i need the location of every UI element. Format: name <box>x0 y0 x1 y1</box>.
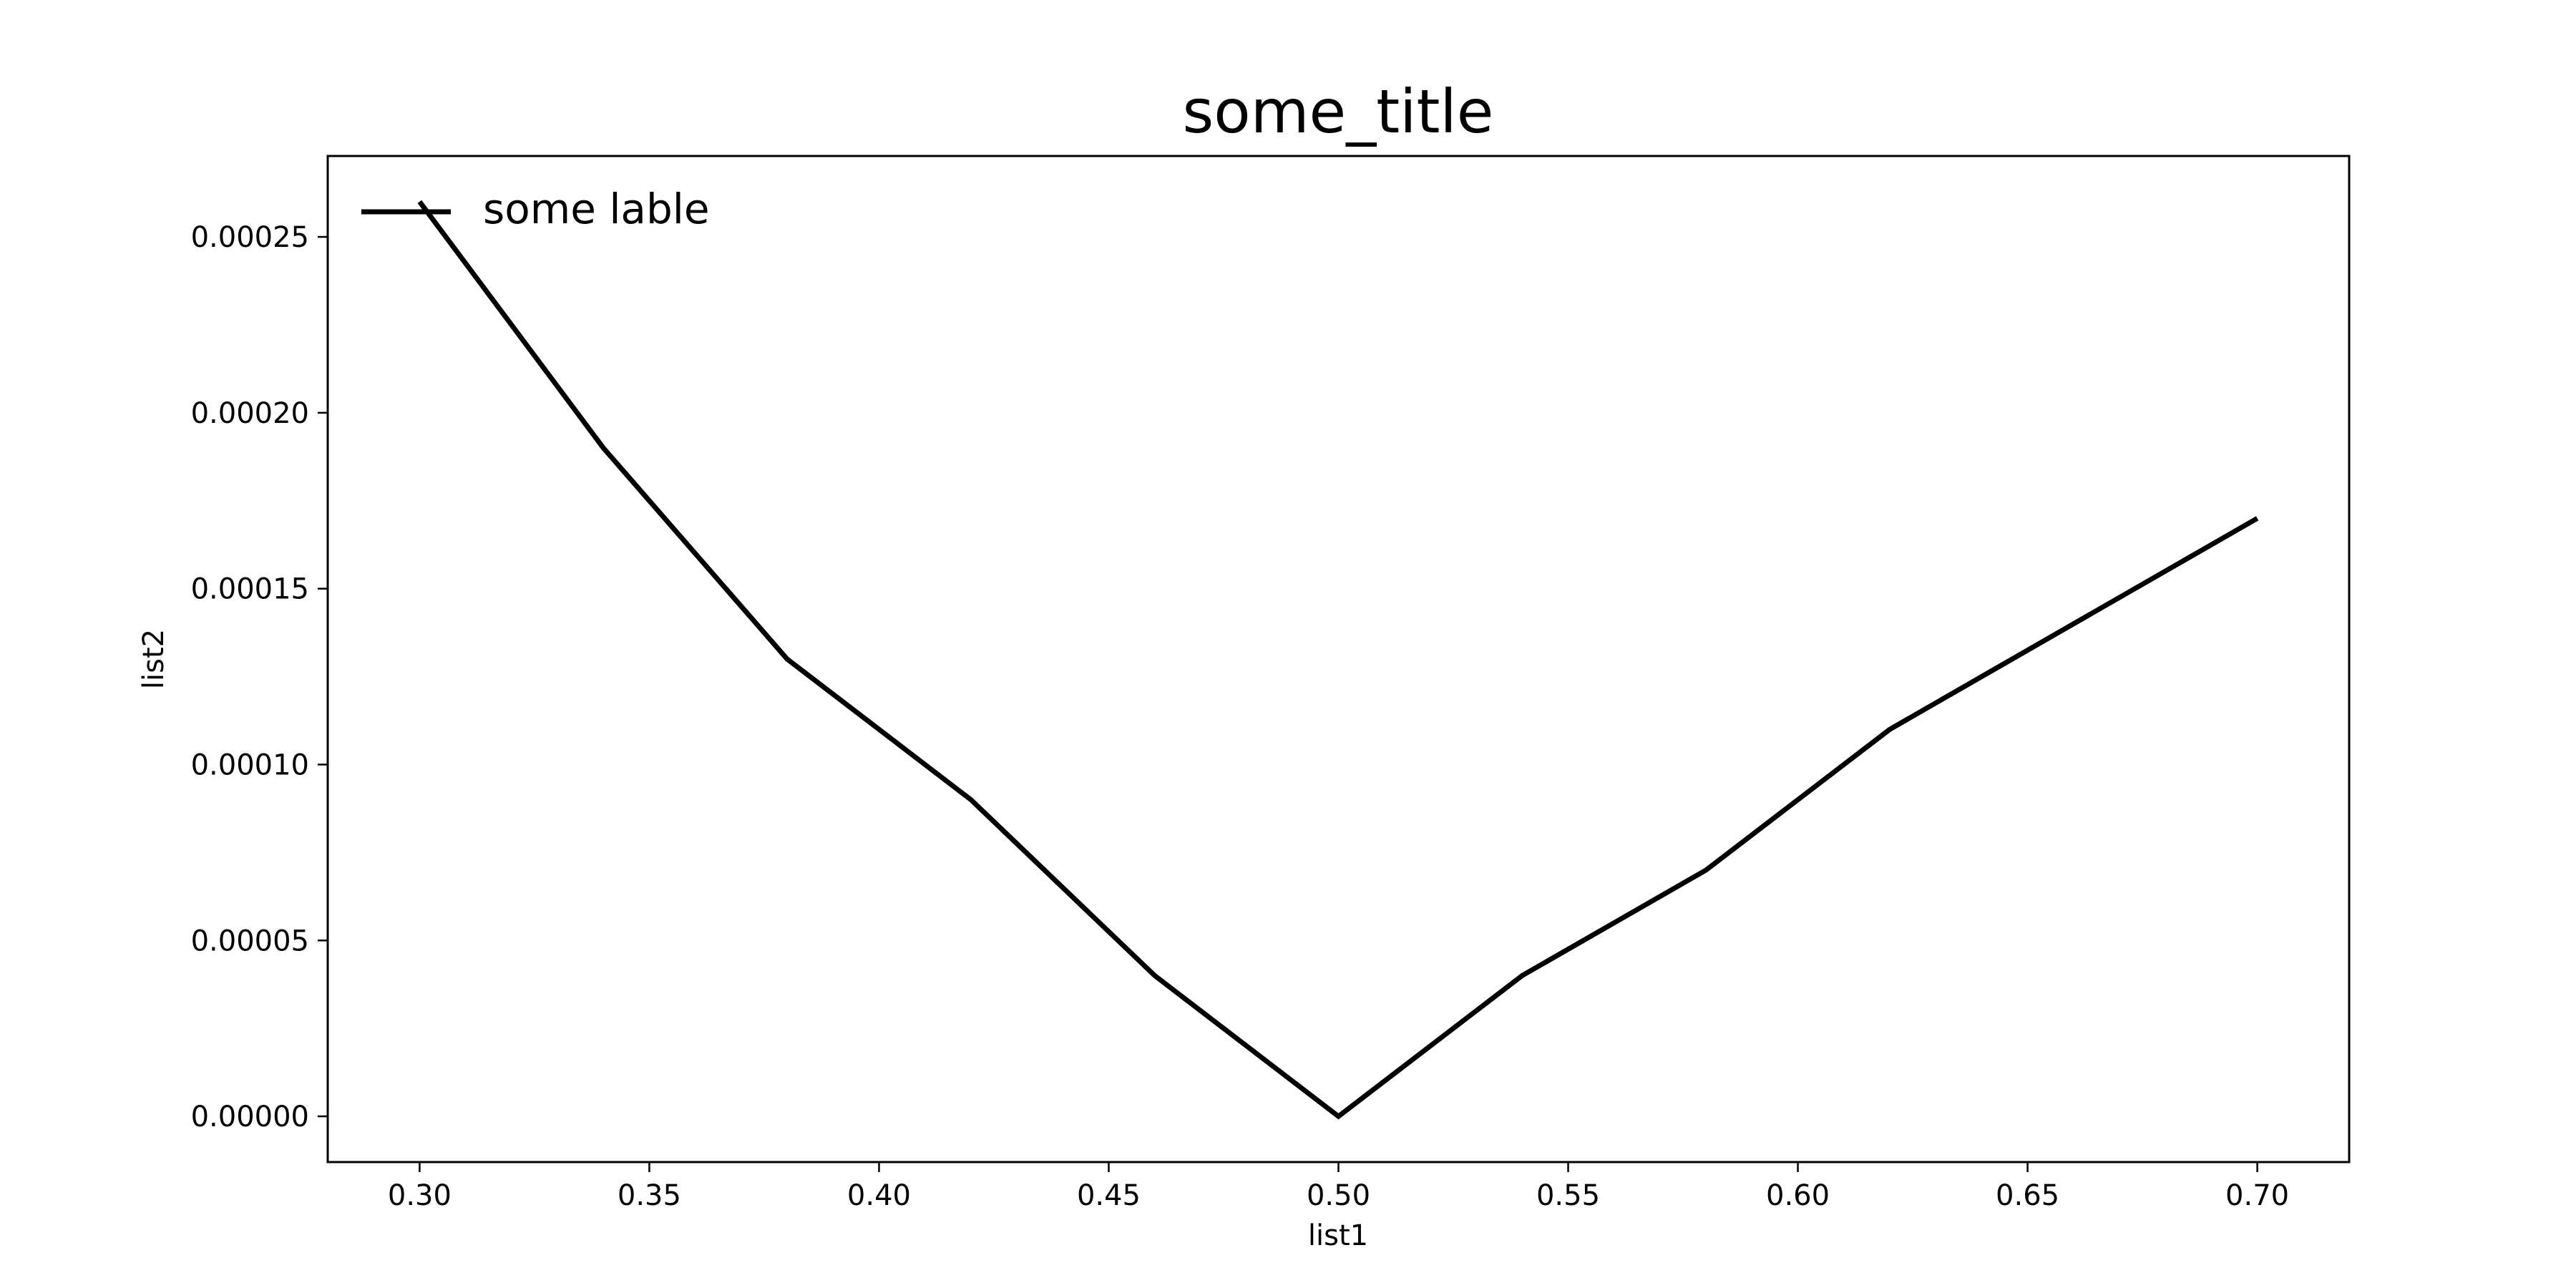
legend: some lable <box>361 185 710 233</box>
chart-title: some_title <box>1183 77 1494 147</box>
series-group <box>417 200 2259 1120</box>
legend-label: some lable <box>483 185 710 233</box>
x-tick-label: 0.70 <box>2225 1179 2289 1212</box>
y-tick-label: 0.00000 <box>191 1101 309 1133</box>
x-tick-label: 0.35 <box>618 1179 681 1212</box>
x-tick-label: 0.45 <box>1077 1179 1141 1212</box>
y-tick-label: 0.00020 <box>191 397 309 430</box>
y-tick-label: 0.00015 <box>191 573 309 606</box>
y-axis: 0.00000 0.00005 0.00010 0.00015 0.00020 0.000… <box>191 221 328 1133</box>
x-tick-label: 0.55 <box>1536 1179 1600 1212</box>
y-tick-label: 0.00010 <box>191 748 309 781</box>
x-axis: 0.30 0.35 0.40 0.45 0.50 0.55 0.60 0.65 0.70 <box>388 1162 2289 1212</box>
x-axis-label: list1 <box>1308 1219 1368 1252</box>
x-tick-label: 0.40 <box>847 1179 911 1212</box>
series-line <box>417 200 2259 1120</box>
y-tick-label: 0.00005 <box>191 924 309 957</box>
x-tick-label: 0.50 <box>1307 1179 1370 1212</box>
x-tick-label: 0.30 <box>388 1179 452 1212</box>
y-tick-label: 0.00025 <box>191 221 309 254</box>
y-axis-label: list2 <box>137 629 170 689</box>
x-tick-label: 0.65 <box>1996 1179 2059 1212</box>
x-tick-label: 0.60 <box>1766 1179 1830 1212</box>
